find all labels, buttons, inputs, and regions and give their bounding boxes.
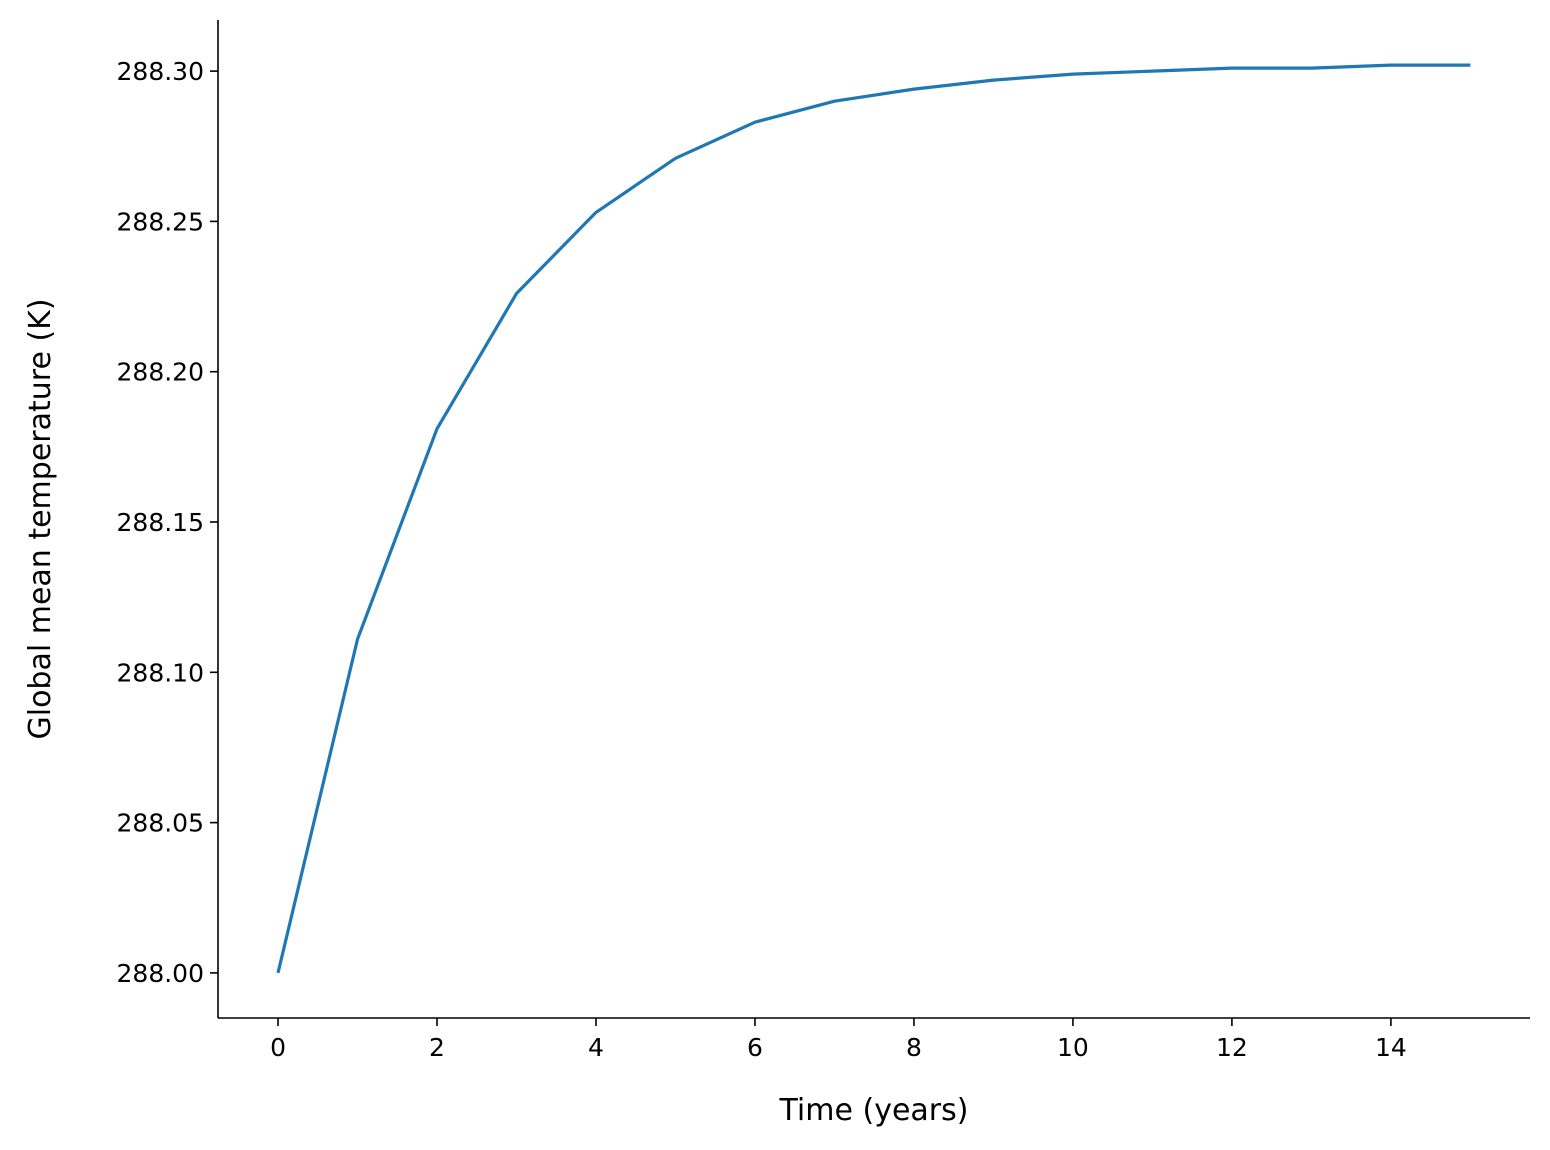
y-tick-label: 288.00 (117, 959, 204, 988)
data-line (276, 63, 1471, 974)
x-tick-label: 0 (270, 1033, 286, 1062)
x-tick-label: 4 (588, 1033, 604, 1062)
x-tick-label: 6 (747, 1033, 763, 1062)
x-tick-label: 8 (906, 1033, 922, 1062)
y-tick-label: 288.25 (117, 207, 204, 236)
y-tick-label: 288.20 (117, 358, 204, 387)
y-tick-label: 288.05 (117, 809, 204, 838)
x-tick-label: 10 (1057, 1033, 1089, 1062)
x-tick-label: 12 (1216, 1033, 1248, 1062)
y-tick-label: 288.15 (117, 508, 204, 537)
y-tick-label: 288.10 (117, 658, 204, 687)
y-axis-label: Global mean temperature (K) (23, 298, 58, 739)
y-tick-label: 288.30 (117, 57, 204, 86)
x-tick-label: 14 (1375, 1033, 1407, 1062)
x-tick-label: 2 (429, 1033, 445, 1062)
x-axis-label: Time (years) (779, 1093, 969, 1128)
